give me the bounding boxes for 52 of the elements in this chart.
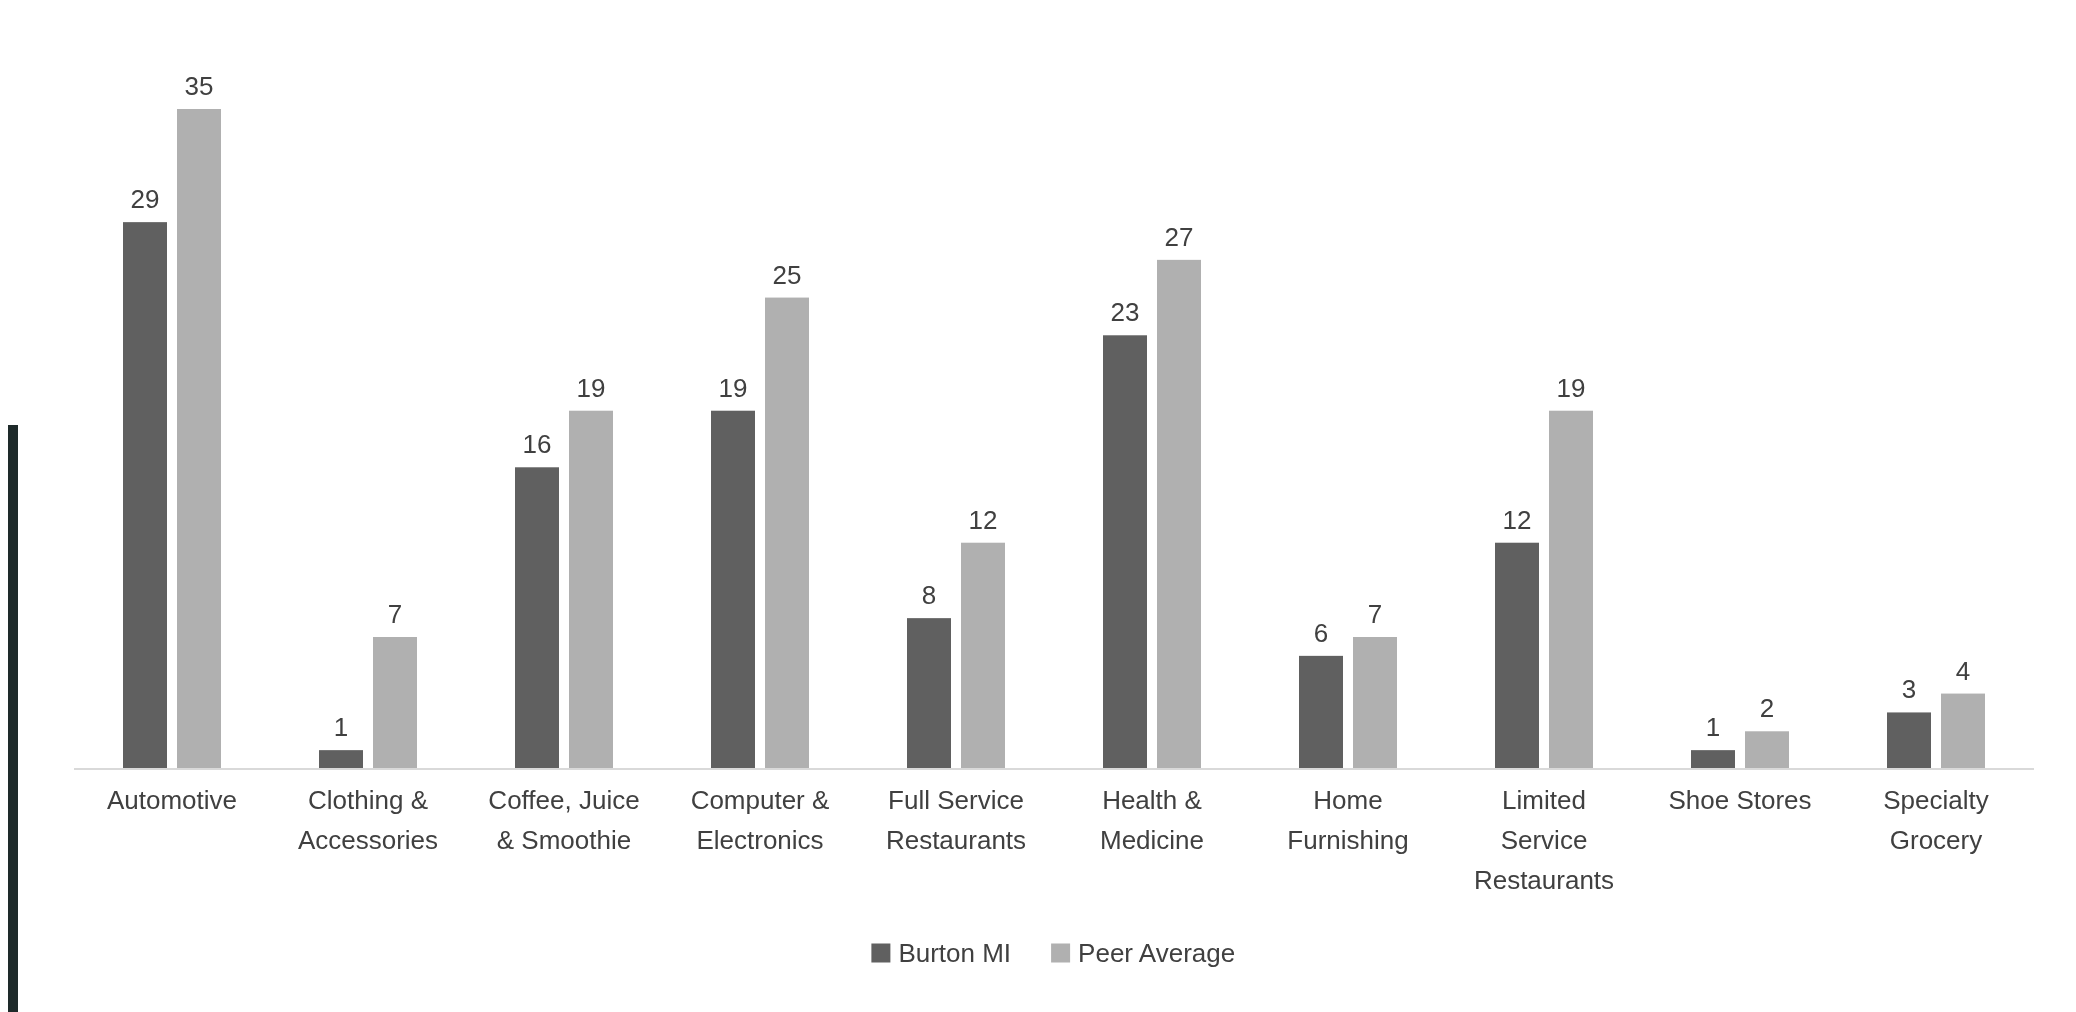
- bar: [1353, 637, 1397, 769]
- data-label: 27: [1164, 221, 1194, 252]
- bar: [1157, 259, 1201, 769]
- data-label: 16: [522, 429, 552, 460]
- bar: [711, 410, 755, 769]
- data-label: 3: [1901, 674, 1917, 705]
- legend-label: Burton MI: [898, 938, 1012, 968]
- x-tick-label: Computer & Electronics: [690, 785, 830, 855]
- x-tick-label: Automotive: [106, 785, 238, 815]
- data-label: 35: [184, 71, 214, 101]
- bar: [1495, 542, 1539, 769]
- data-label: 1: [1705, 712, 1721, 743]
- bar: [569, 410, 613, 769]
- data-label: 29: [130, 184, 160, 215]
- data-label: 4: [1955, 655, 1971, 686]
- data-label: 12: [968, 504, 998, 535]
- bar: [1941, 693, 1985, 769]
- bar: [123, 222, 167, 769]
- x-tick-label: Health & Medicine: [1099, 785, 1205, 855]
- x-tick-label: Clothing & Accessories: [297, 785, 439, 855]
- bar: [1745, 731, 1789, 769]
- data-label: 19: [718, 372, 748, 403]
- data-label: 8: [921, 580, 937, 611]
- x-tick-label: Full Service Restaurants: [885, 785, 1027, 855]
- data-label: 7: [387, 599, 403, 629]
- bar: [1299, 655, 1343, 769]
- bar: [907, 618, 951, 769]
- data-label: 19: [576, 372, 606, 403]
- x-tick-label: Shoe Stores: [1668, 785, 1812, 815]
- data-label: 2: [1759, 693, 1775, 724]
- bar: [1103, 335, 1147, 769]
- x-tick-label: Specialty Grocery: [1883, 785, 1989, 855]
- bar: [1549, 410, 1593, 769]
- x-tick-label: Home Furnishing: [1287, 785, 1409, 855]
- legend-label: Peer Average: [1078, 938, 1236, 968]
- data-label: 23: [1110, 297, 1140, 328]
- bar: [515, 467, 559, 769]
- bar: [1887, 712, 1931, 769]
- bar: [373, 637, 417, 769]
- data-label: 1: [333, 712, 349, 743]
- x-tick-label: Limited Service Restaurants: [1473, 785, 1615, 895]
- data-label: 19: [1556, 372, 1586, 403]
- bar: [319, 750, 363, 769]
- bar: [1691, 750, 1735, 769]
- data-label: 7: [1367, 599, 1383, 629]
- bar: [765, 297, 809, 769]
- data-label: 12: [1502, 504, 1532, 535]
- x-tick-label: Coffee, Juice & Smoothie: [488, 785, 640, 855]
- bar: [961, 542, 1005, 769]
- data-label: 25: [772, 259, 802, 290]
- data-label: 6: [1313, 617, 1329, 648]
- bar: [177, 109, 221, 769]
